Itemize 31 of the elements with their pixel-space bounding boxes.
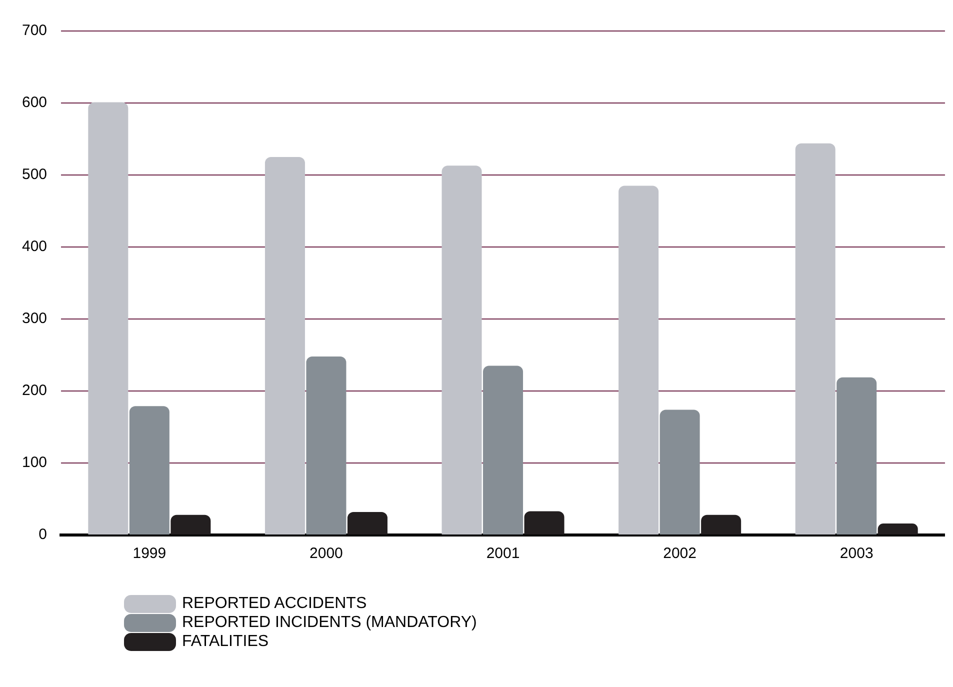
x-tick-label: 2003: [840, 545, 874, 562]
legend-label: REPORTED ACCIDENTS: [182, 595, 367, 613]
bar: [878, 523, 918, 534]
bar: [836, 377, 877, 534]
bar: [795, 143, 836, 534]
bar: [129, 406, 170, 534]
bar: [170, 514, 211, 534]
y-tick-label: 0: [38, 526, 48, 544]
legend-label: REPORTED INCIDENTS (MANDATORY): [182, 614, 477, 632]
bar: [618, 186, 659, 534]
x-tick-label: 2002: [663, 545, 696, 562]
bar: [442, 166, 482, 534]
y-tick-label: 400: [22, 238, 48, 256]
bar: [347, 512, 388, 534]
y-tick-label: 300: [22, 310, 48, 328]
x-tick-label: 2000: [310, 545, 343, 562]
y-tick-label: 700: [22, 22, 48, 40]
legend-label: FATALITIES: [182, 633, 269, 651]
bar: [264, 157, 305, 534]
x-tick-label: 2001: [486, 545, 520, 562]
y-tick-label: 200: [22, 382, 48, 400]
y-tick-label: 500: [22, 166, 48, 184]
bar: [88, 102, 128, 534]
bar: [483, 366, 524, 534]
bar: [524, 511, 564, 534]
x-tick-label: 1999: [132, 545, 166, 562]
bar: [701, 514, 742, 534]
bar: [660, 410, 700, 534]
y-tick-label: 600: [22, 94, 48, 112]
bar: [306, 356, 346, 534]
y-tick-label: 100: [22, 454, 48, 472]
